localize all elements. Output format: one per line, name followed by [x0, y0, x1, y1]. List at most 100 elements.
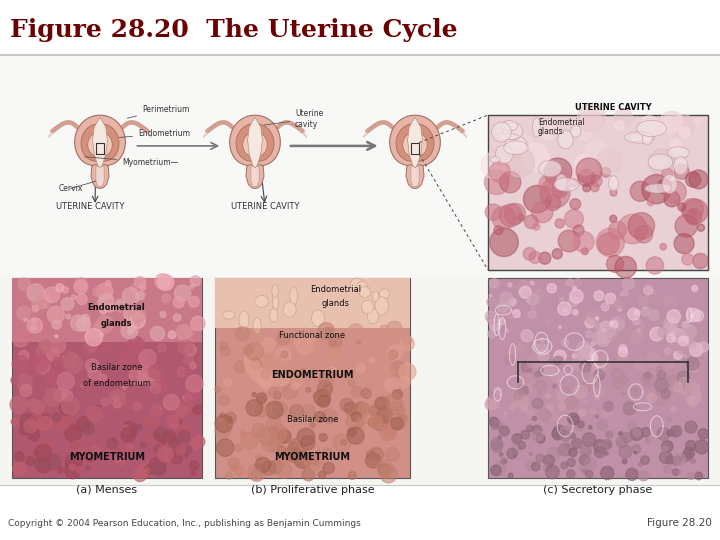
Circle shape — [660, 244, 667, 250]
Circle shape — [657, 157, 665, 165]
Circle shape — [567, 413, 579, 424]
Circle shape — [544, 464, 550, 471]
Circle shape — [620, 293, 623, 296]
Circle shape — [600, 321, 611, 331]
Circle shape — [667, 334, 675, 342]
Circle shape — [605, 442, 611, 448]
Circle shape — [176, 405, 188, 417]
Circle shape — [274, 392, 281, 399]
Circle shape — [94, 322, 102, 331]
Circle shape — [96, 284, 113, 300]
Circle shape — [634, 310, 639, 315]
Circle shape — [546, 462, 552, 468]
Circle shape — [215, 415, 233, 433]
Circle shape — [168, 440, 181, 451]
Ellipse shape — [492, 122, 511, 142]
Circle shape — [628, 213, 654, 239]
Circle shape — [690, 209, 696, 215]
Circle shape — [521, 330, 533, 342]
Circle shape — [686, 343, 690, 347]
Circle shape — [106, 304, 114, 312]
Circle shape — [544, 365, 554, 374]
Circle shape — [118, 354, 135, 370]
Circle shape — [385, 448, 400, 461]
Circle shape — [678, 336, 688, 346]
Circle shape — [402, 415, 408, 421]
Circle shape — [573, 232, 594, 252]
Polygon shape — [246, 165, 264, 188]
Circle shape — [311, 332, 315, 336]
Text: Uterine
cavity: Uterine cavity — [264, 109, 323, 129]
Polygon shape — [230, 115, 280, 166]
Circle shape — [585, 457, 596, 469]
Circle shape — [572, 354, 577, 358]
Circle shape — [618, 214, 647, 244]
Circle shape — [127, 336, 144, 353]
Circle shape — [91, 446, 99, 455]
Circle shape — [36, 343, 53, 361]
Ellipse shape — [495, 133, 519, 140]
Circle shape — [149, 354, 156, 361]
Circle shape — [570, 433, 575, 438]
Circle shape — [179, 340, 192, 354]
Circle shape — [276, 463, 292, 478]
Text: Copyright © 2004 Pearson Education, Inc., publishing as Benjamin Cummings: Copyright © 2004 Pearson Education, Inc.… — [8, 519, 361, 528]
Circle shape — [281, 351, 288, 358]
Circle shape — [19, 426, 29, 435]
Circle shape — [40, 337, 53, 350]
Circle shape — [567, 424, 572, 430]
Circle shape — [517, 395, 529, 407]
Circle shape — [65, 355, 83, 373]
Ellipse shape — [272, 285, 278, 298]
Circle shape — [662, 441, 673, 452]
Circle shape — [377, 460, 393, 476]
Circle shape — [32, 401, 45, 413]
Circle shape — [667, 375, 679, 387]
Circle shape — [58, 467, 63, 473]
Circle shape — [301, 436, 315, 450]
Circle shape — [539, 367, 543, 372]
Circle shape — [57, 373, 74, 390]
Ellipse shape — [504, 141, 528, 154]
Circle shape — [505, 309, 513, 318]
Circle shape — [251, 367, 266, 382]
Circle shape — [61, 397, 79, 415]
Circle shape — [150, 326, 165, 341]
Circle shape — [521, 144, 549, 171]
Circle shape — [617, 351, 628, 362]
Circle shape — [261, 461, 276, 475]
Circle shape — [674, 234, 694, 254]
Circle shape — [32, 301, 41, 310]
Circle shape — [192, 471, 196, 475]
Circle shape — [552, 376, 557, 381]
Circle shape — [197, 356, 201, 360]
Circle shape — [674, 456, 681, 463]
Polygon shape — [91, 165, 109, 188]
Circle shape — [485, 399, 496, 410]
Circle shape — [351, 386, 362, 397]
Circle shape — [27, 318, 42, 333]
Circle shape — [661, 389, 670, 399]
Circle shape — [540, 338, 544, 342]
Circle shape — [570, 289, 583, 303]
Circle shape — [151, 443, 164, 456]
Circle shape — [559, 326, 562, 329]
Circle shape — [65, 454, 82, 471]
Circle shape — [306, 387, 311, 392]
Circle shape — [59, 401, 74, 416]
Circle shape — [683, 336, 689, 342]
Circle shape — [593, 332, 605, 344]
Circle shape — [693, 253, 708, 268]
Circle shape — [372, 415, 386, 429]
Circle shape — [158, 440, 165, 447]
Circle shape — [348, 428, 356, 437]
Ellipse shape — [570, 125, 581, 137]
Text: Myometrium—: Myometrium— — [85, 157, 179, 167]
Circle shape — [641, 456, 649, 464]
Circle shape — [512, 434, 522, 443]
Circle shape — [33, 413, 37, 417]
Circle shape — [579, 409, 585, 416]
Circle shape — [698, 429, 708, 439]
Circle shape — [650, 327, 663, 341]
Circle shape — [122, 421, 138, 437]
